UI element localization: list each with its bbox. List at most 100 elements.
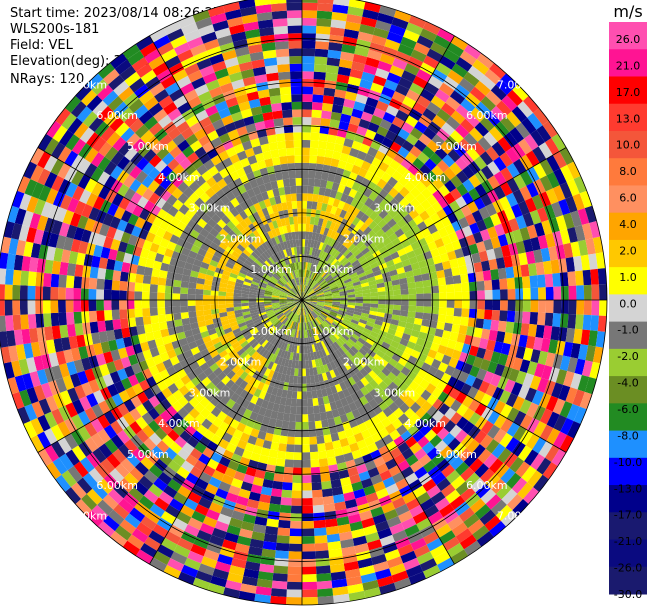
ppi-cell [473, 327, 483, 339]
ppi-cell [202, 123, 216, 135]
ppi-cell [374, 438, 386, 450]
ppi-spokes [0, 0, 607, 605]
ppi-cell [252, 278, 261, 284]
ppi-cell [96, 289, 105, 300]
ppi-cell [291, 490, 302, 499]
ppi-cell [512, 265, 522, 278]
ppi-cell [309, 255, 314, 264]
ppi-cell [287, 382, 294, 391]
ppi-cell [184, 208, 196, 220]
ppi-cell [43, 155, 58, 172]
ppi-cell [522, 347, 534, 362]
ppi-cell [207, 582, 226, 595]
ppi-cell [302, 536, 315, 544]
ppi-cell [296, 262, 299, 270]
ppi-cell [304, 353, 309, 361]
ppi-cell [310, 312, 316, 320]
ppi-cell [316, 389, 323, 398]
ppi-cell [237, 321, 247, 328]
ppi-cell [311, 336, 317, 345]
ppi-cell [256, 508, 269, 519]
ppi-cell [98, 478, 114, 495]
ppi-cell [297, 285, 301, 293]
ppi-cell [367, 49, 383, 61]
ppi-cell [387, 176, 398, 188]
ppi-cell [480, 393, 493, 407]
ppi-cell [254, 152, 265, 163]
ppi-cell [220, 319, 230, 326]
ppi-cell [288, 344, 293, 353]
ppi-cell [228, 71, 243, 83]
ppi-cell [357, 86, 371, 97]
ppi-cell [229, 435, 240, 447]
colorbar-tick-label: -30.0 [614, 588, 642, 601]
ppi-cell [279, 295, 288, 298]
ppi-cell [227, 349, 237, 358]
ppi-cell [100, 126, 116, 142]
ppi-cell [512, 229, 523, 243]
ppi-cell [369, 201, 379, 212]
colorbar-tick-label: 6.0 [619, 192, 637, 205]
ppi-cell [294, 155, 302, 163]
ppi-cell [479, 468, 495, 484]
ppi-cell [252, 370, 261, 380]
ppi-cell [313, 273, 319, 281]
ppi-cell [124, 113, 139, 128]
ppi-cell [468, 399, 481, 413]
ppi-cell [274, 244, 281, 253]
ppi-cell [412, 268, 422, 277]
ppi-cell [387, 345, 398, 354]
ppi-cell [307, 313, 312, 322]
ppi-cell [145, 331, 155, 342]
ppi-cell [145, 212, 157, 224]
ppi-cell [454, 341, 465, 352]
ppi-cell [304, 306, 309, 315]
ppi-cell [238, 61, 253, 72]
ppi-cell [341, 106, 354, 116]
ppi-cell [356, 125, 368, 137]
ppi-cell [371, 265, 381, 273]
ppi-cell [302, 284, 305, 293]
ppi-cell [519, 359, 531, 374]
ppi-cell [114, 59, 132, 75]
ppi-cell [357, 405, 367, 416]
ppi-cell [226, 307, 235, 312]
ppi-cell [169, 145, 183, 159]
ppi-cell [225, 388, 235, 399]
ppi-cell [574, 225, 586, 242]
ppi-cell [233, 300, 242, 304]
ppi-cell [339, 335, 348, 344]
ppi-cell [238, 255, 247, 263]
ppi-cell [226, 64, 241, 76]
ppi-cell [76, 477, 93, 494]
ppi-cell [595, 252, 606, 269]
ppi-cell [140, 130, 155, 144]
ppi-cell [124, 472, 139, 487]
ppi-cell [241, 287, 250, 292]
ppi-cell [265, 309, 274, 314]
ppi-cell [308, 421, 316, 430]
ppi-cell [226, 524, 241, 536]
ppi-cell [196, 277, 206, 285]
ppi-cell [160, 328, 170, 338]
ppi-cell [517, 138, 533, 155]
ppi-cell [458, 325, 468, 335]
ppi-cell [224, 467, 237, 478]
ppi-cell [180, 82, 195, 96]
colorbar-tick-label: -26.0 [614, 562, 642, 575]
ppi-cell [500, 244, 511, 258]
ppi-cell [351, 333, 360, 341]
ppi-cell [278, 323, 285, 331]
ppi-cell [134, 371, 146, 384]
ppi-cell [203, 159, 215, 171]
ppi-cell [279, 300, 287, 303]
ppi-cell [260, 225, 268, 234]
azimuth-spoke [149, 299, 303, 565]
ppi-cell [263, 341, 271, 350]
ppi-cell [400, 36, 417, 50]
ppi-cell [280, 241, 286, 251]
ppi-cell [437, 277, 447, 286]
ppi-cell [295, 178, 302, 186]
ppi-cell [501, 220, 513, 235]
ppi-cell [236, 439, 248, 450]
